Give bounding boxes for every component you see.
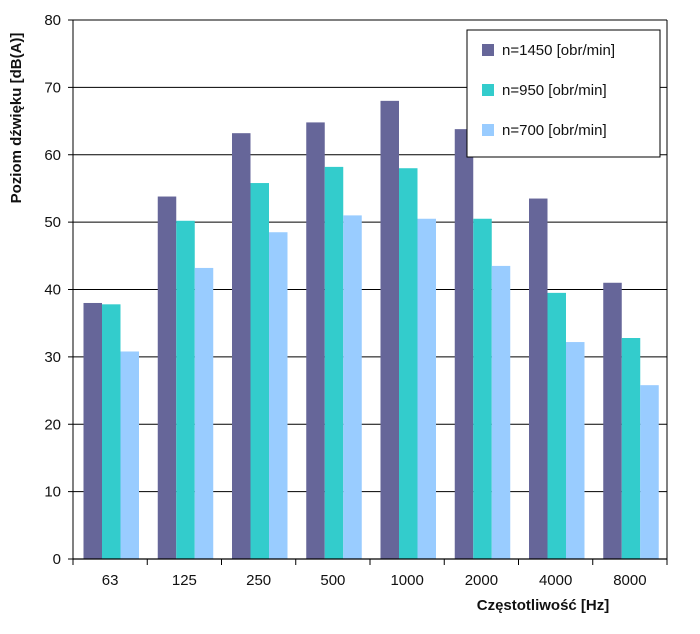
- legend-swatch: [482, 124, 494, 136]
- axes: [68, 19, 668, 565]
- legend-swatch: [482, 84, 494, 96]
- x-tick-label: 500: [320, 572, 345, 589]
- legend-box: [466, 29, 661, 158]
- bar-n950-2000: [473, 218, 492, 559]
- bars: [83, 100, 659, 560]
- bar-n950-250: [250, 183, 269, 560]
- y-tick-label: 30: [44, 349, 61, 366]
- bar-n950-63: [102, 304, 121, 559]
- y-tick-label: 70: [44, 79, 61, 96]
- bar-n950-4000: [547, 292, 566, 559]
- bar-n1450-250: [232, 133, 251, 559]
- y-tick-label: 50: [44, 214, 61, 231]
- legend-label: n=1450 [obr/min]: [502, 42, 615, 59]
- bar-n1450-1000: [380, 100, 399, 559]
- bar-n700-250: [269, 232, 288, 559]
- bar-n1450-125: [157, 196, 177, 559]
- bar-n950-1000: [399, 168, 418, 559]
- bar-n700-1000: [417, 218, 436, 559]
- y-axis-title: Poziom dźwięku [dB(A)]: [8, 33, 25, 204]
- bar-n950-125: [176, 220, 195, 559]
- legend: n=1450 [obr/min] n=950 [obr/min] n=700 [ob…: [466, 29, 661, 158]
- x-tick-label: 2000: [465, 572, 498, 589]
- bar-n700-2000: [491, 265, 511, 559]
- bar-n1450-4000: [529, 198, 548, 559]
- y-tick-label: 20: [44, 416, 61, 433]
- y-tick-label: 10: [44, 484, 61, 501]
- x-tick-label: 63: [102, 572, 119, 589]
- bar-n950-8000: [621, 338, 641, 559]
- x-tick-label: 250: [246, 572, 271, 589]
- x-tick-label: 8000: [613, 572, 646, 589]
- bar-n1450-2000: [454, 129, 474, 559]
- x-tick-labels: 63 125 250 500 1000 2000 4000 8000: [102, 572, 647, 589]
- legend-swatch: [482, 44, 494, 56]
- y-tick-labels: 0 10 20 30 40 50 60 70 80: [44, 12, 61, 568]
- bar-n950-500: [324, 166, 344, 559]
- bar-n1450-8000: [603, 282, 622, 559]
- bar-n700-63: [120, 351, 139, 559]
- y-tick-label: 0: [53, 551, 61, 568]
- bar-n700-8000: [640, 385, 659, 559]
- bar-n700-125: [194, 267, 214, 559]
- y-tick-label: 60: [44, 147, 61, 164]
- bar-n700-4000: [566, 342, 585, 559]
- x-tick-label: 125: [172, 572, 197, 589]
- legend-label: n=950 [obr/min]: [502, 82, 607, 99]
- x-axis-title: Częstotliwość [Hz]: [477, 597, 610, 614]
- y-tick-label: 80: [44, 12, 61, 29]
- x-tick-label: 1000: [390, 572, 423, 589]
- bar-n700-500: [343, 215, 362, 559]
- bar-n1450-500: [306, 122, 325, 559]
- legend-label: n=700 [obr/min]: [502, 122, 607, 139]
- bar-n1450-63: [83, 302, 102, 559]
- x-tick-label: 4000: [539, 572, 572, 589]
- y-tick-label: 40: [44, 282, 61, 299]
